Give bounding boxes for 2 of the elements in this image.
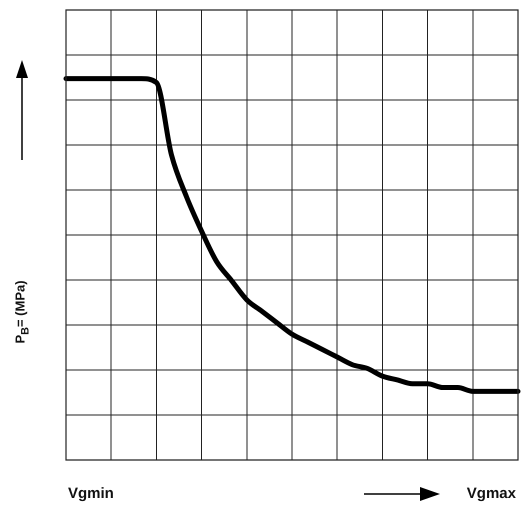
x-axis-title: Vgmax: [466, 485, 516, 502]
text: Vgmin: [68, 485, 114, 502]
